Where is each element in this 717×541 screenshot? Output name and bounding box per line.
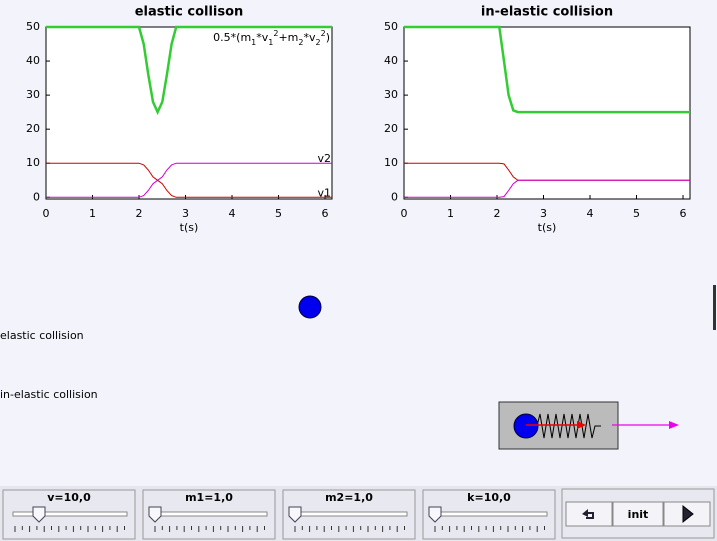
- arrow-head: [669, 421, 679, 429]
- scene-label: in-elastic collision: [0, 388, 98, 401]
- formula-part: 2: [316, 38, 321, 47]
- x-tick-label: 3: [182, 207, 189, 220]
- series-line: [46, 25, 332, 116]
- x-tick-label: 0: [401, 207, 408, 220]
- slider-thumb[interactable]: [32, 506, 46, 523]
- x-tick-label: 2: [494, 207, 501, 220]
- x-tick-label: 6: [322, 207, 329, 220]
- x-axis-label: t(s): [180, 221, 199, 234]
- x-axis-label: t(s): [538, 221, 557, 234]
- y-tick-label: 50: [384, 20, 398, 33]
- series-line: [404, 179, 690, 198]
- x-tick-label: 0: [43, 207, 50, 220]
- x-tick-label: 6: [680, 207, 687, 220]
- formula-part: 2: [273, 29, 278, 38]
- x-tick-label: 5: [275, 207, 282, 220]
- y-tick-label: 30: [26, 88, 40, 101]
- y-tick-label: 10: [26, 156, 40, 169]
- y-tick-label: 20: [26, 122, 40, 135]
- slider-track: [12, 511, 128, 517]
- x-tick-label: 2: [136, 207, 143, 220]
- series-label: v1: [317, 186, 331, 199]
- inelastic-pair: [498, 401, 679, 450]
- slider-label: m2=1,0: [325, 491, 373, 504]
- y-tick-label: 10: [384, 156, 398, 169]
- plot-area: [45, 26, 333, 200]
- y-tick-label: 20: [384, 122, 398, 135]
- formula-part: 1: [268, 38, 273, 47]
- x-tick-label: 5: [633, 207, 640, 220]
- slider-label: k=10,0: [467, 491, 511, 504]
- slider-track: [152, 511, 268, 517]
- formula-part: *v: [256, 31, 269, 44]
- slider-track: [432, 511, 548, 517]
- series-label: v2: [317, 152, 331, 165]
- chart-title: in-elastic collision: [481, 5, 613, 20]
- chart-title: elastic collison: [135, 5, 244, 20]
- formula-part: 2: [298, 38, 303, 47]
- slider-thumb[interactable]: [288, 506, 302, 523]
- slider-thumb[interactable]: [148, 506, 162, 523]
- scene-label: elastic collision: [0, 329, 84, 342]
- series-line: [46, 162, 332, 198]
- energy-formula: 0.5*(m1*v12+m2*v22): [213, 29, 330, 47]
- x-tick-label: 4: [229, 207, 236, 220]
- button-panel: init: [561, 488, 715, 539]
- play-icon: [682, 504, 694, 524]
- y-tick-label: 0: [391, 190, 398, 203]
- formula-part: *v: [304, 31, 317, 44]
- chart: in-elastic collision t(s) 0 10 20 30 40 50 0 1 2 3 4…: [384, 5, 691, 234]
- ball: [298, 295, 322, 319]
- reset-icon: [582, 509, 594, 519]
- formula-part: ): [326, 31, 330, 44]
- slider-label: v=10,0: [47, 491, 91, 504]
- x-tick-label: 4: [587, 207, 594, 220]
- scrollbar-edge: [713, 285, 716, 330]
- init-button[interactable]: [612, 501, 664, 527]
- slider-thumb[interactable]: [428, 506, 442, 523]
- slider-panel: k=10,0: [422, 489, 556, 540]
- spring: [536, 413, 601, 439]
- slider-track: [292, 511, 408, 517]
- slider-panel: m1=1,0: [142, 489, 276, 540]
- button-label: init: [628, 508, 649, 521]
- formula-part: +m: [278, 31, 298, 44]
- x-tick-label: 3: [540, 207, 547, 220]
- arrow-head: [577, 421, 586, 429]
- y-tick-label: 30: [384, 88, 398, 101]
- series-line: [404, 25, 690, 114]
- y-tick-label: 40: [384, 54, 398, 67]
- y-tick-label: 40: [26, 54, 40, 67]
- y-tick-label: 0: [33, 190, 40, 203]
- slider-label: m1=1,0: [185, 491, 233, 504]
- x-tick-label: 1: [89, 207, 96, 220]
- slider-panel: v=10,0: [2, 489, 136, 540]
- formula-part: 1: [251, 38, 256, 47]
- y-tick-label: 50: [26, 20, 40, 33]
- x-tick-label: 1: [447, 207, 454, 220]
- formula-part: 0.5*(m: [213, 31, 251, 44]
- ball: [513, 413, 539, 439]
- slider-panel: m2=1,0: [282, 489, 416, 540]
- formula-part: 2: [321, 29, 326, 38]
